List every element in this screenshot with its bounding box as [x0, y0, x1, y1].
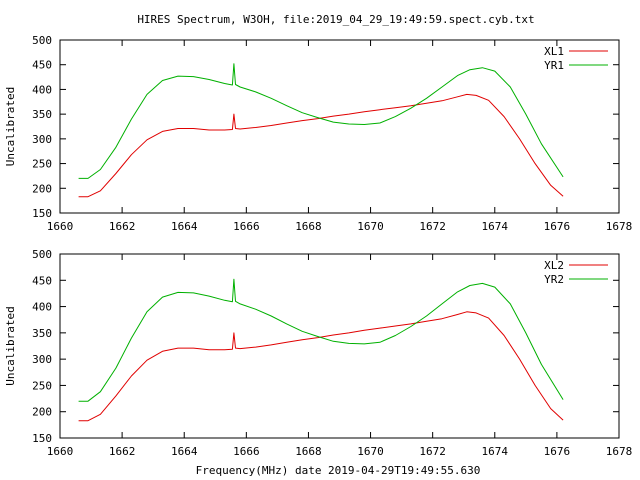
x-tick-label: 1664 — [171, 220, 198, 233]
y-tick-label: 350 — [32, 327, 52, 340]
x-tick-label: 1668 — [295, 220, 322, 233]
series-line-yr1 — [78, 63, 564, 179]
x-tick-label: 1674 — [482, 445, 509, 458]
x-tick-label: 1666 — [233, 220, 260, 233]
legend-label: XL2 — [544, 259, 564, 272]
y-tick-label: 200 — [32, 182, 52, 195]
panel-1: 150 200 250 300 350 400 450 500 1660 1662 1664 1666… — [4, 34, 632, 233]
x-tick-label: 1664 — [171, 445, 198, 458]
x-tick-label: 1672 — [419, 445, 446, 458]
panel-2: 150 200 250 300 350 400 450 500 1660 1662 1664 1666… — [4, 248, 632, 458]
y-tick-label: 450 — [32, 274, 52, 287]
x-tick-label: 1668 — [295, 445, 322, 458]
y-tick-label: 300 — [32, 133, 52, 146]
x-tick-label: 1660 — [47, 445, 74, 458]
x-tick-label: 1670 — [357, 220, 384, 233]
y-tick-label: 400 — [32, 301, 52, 314]
y-axis-label: Uncalibrated — [4, 87, 17, 166]
x-tick-label: 1672 — [419, 220, 446, 233]
x-tick-label: 1678 — [606, 220, 633, 233]
y-tick-label: 500 — [32, 34, 52, 47]
x-tick-label: 1678 — [606, 445, 633, 458]
plot-frame — [59, 253, 620, 439]
y-tick-label: 500 — [32, 248, 52, 261]
y-tick-label: 400 — [32, 83, 52, 96]
x-tick-label: 1670 — [357, 445, 384, 458]
x-axis-label: Frequency(MHz) date 2019-04-29T19:49:55.… — [196, 464, 481, 477]
plot-frame — [59, 39, 620, 214]
series-line-xl2 — [78, 311, 564, 422]
y-tick-label: 250 — [32, 158, 52, 171]
series-line-xl1 — [78, 93, 564, 198]
y-tick-label: 150 — [32, 207, 52, 220]
y-tick-label: 300 — [32, 353, 52, 366]
x-tick-label: 1662 — [109, 220, 136, 233]
series-line-yr2 — [78, 278, 564, 402]
y-tick-label: 350 — [32, 108, 52, 121]
x-tick-label: 1662 — [109, 445, 136, 458]
legend-label: YR1 — [544, 59, 564, 72]
x-tick-label: 1676 — [544, 445, 571, 458]
chart-title: HIRES Spectrum, W3OH, file:2019_04_29_19… — [137, 13, 534, 26]
x-tick-label: 1674 — [482, 220, 509, 233]
legend-label: YR2 — [544, 273, 564, 286]
y-axis-label: Uncalibrated — [4, 306, 17, 385]
x-tick-label: 1666 — [233, 445, 260, 458]
y-tick-label: 200 — [32, 406, 52, 419]
x-tick-label: 1660 — [47, 220, 74, 233]
y-tick-label: 250 — [32, 379, 52, 392]
y-tick-label: 450 — [32, 59, 52, 72]
legend-label: XL1 — [544, 45, 564, 58]
plot-panels: 150 200 250 300 350 400 450 500 1660 1662 1664 1666… — [4, 34, 632, 458]
x-tick-label: 1676 — [544, 220, 571, 233]
y-tick-label: 150 — [32, 432, 52, 445]
